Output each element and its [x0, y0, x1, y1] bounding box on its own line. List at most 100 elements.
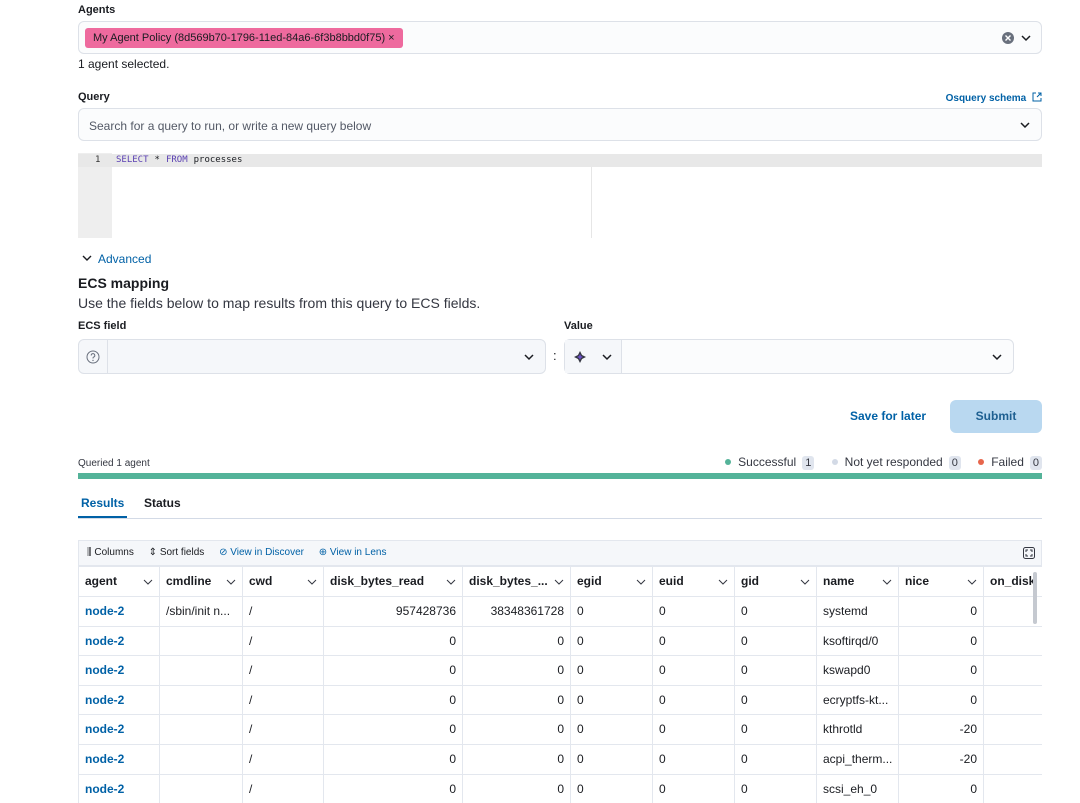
column-menu-icon[interactable]: [226, 577, 236, 587]
table-cell: /: [243, 627, 324, 657]
editor-divider: [591, 167, 592, 238]
agent-link[interactable]: node-2: [78, 597, 160, 627]
advanced-toggle[interactable]: Advanced: [82, 252, 151, 266]
ecs-description: Use the fields below to map results from…: [78, 295, 480, 311]
table-cell: [160, 745, 243, 775]
table-cell: 0: [899, 656, 984, 686]
query-combobox[interactable]: Search for a query to run, or write a ne…: [78, 108, 1042, 141]
table-cell: [984, 745, 1042, 775]
tab-results[interactable]: Results: [81, 496, 124, 510]
column-title: gid: [741, 574, 759, 588]
table-cell: 0: [899, 686, 984, 716]
table-cell: ecryptfs-kt...: [817, 686, 899, 716]
table-cell: 0: [324, 745, 463, 775]
advanced-text: Advanced: [98, 252, 151, 266]
agent-chip[interactable]: My Agent Policy (8d569b70-1796-11ed-84a6…: [85, 28, 403, 48]
fullscreen-icon[interactable]: [1023, 547, 1035, 559]
line-number: 1: [95, 155, 100, 165]
table-cell: 0: [653, 686, 735, 716]
status-item: Failed0: [978, 455, 1042, 469]
query-code[interactable]: SELECT*FROMprocesses: [116, 155, 248, 165]
table-cell: -20: [899, 745, 984, 775]
column-header[interactable]: disk_bytes_...: [463, 566, 571, 597]
column-title: euid: [659, 574, 684, 588]
query-label: Query: [78, 91, 110, 103]
table-cell: 0: [735, 715, 817, 745]
table-cell: 0: [324, 775, 463, 803]
table-cell: 0: [653, 775, 735, 803]
code-token: processes: [194, 155, 243, 165]
ecs-title: ECS mapping: [78, 275, 169, 291]
column-menu-icon[interactable]: [554, 577, 564, 587]
ecs-field-select[interactable]: [78, 339, 546, 374]
column-header[interactable]: cmdline: [160, 566, 243, 597]
agent-link[interactable]: node-2: [78, 775, 160, 803]
column-menu-icon[interactable]: [718, 577, 728, 587]
value-select[interactable]: [564, 339, 1014, 374]
column-menu-icon[interactable]: [800, 577, 810, 587]
table-cell: /: [243, 656, 324, 686]
column-header[interactable]: name: [817, 566, 899, 597]
table-cell: 0: [571, 745, 653, 775]
columns-button[interactable]: ⫼ Columns: [87, 547, 134, 558]
column-header[interactable]: cwd: [243, 566, 324, 597]
table-cell: 0: [463, 745, 571, 775]
chevron-icon: [991, 351, 1003, 363]
table-cell: 0: [571, 597, 653, 627]
discover-text: View in Discover: [230, 547, 304, 558]
column-header[interactable]: egid: [571, 566, 653, 597]
agent-link[interactable]: node-2: [78, 656, 160, 686]
code-keyword: FROM: [166, 155, 188, 165]
table-cell: 0: [653, 597, 735, 627]
lens-button[interactable]: ⊕ View in Lens: [319, 547, 387, 558]
table-cell: [160, 656, 243, 686]
column-title: on_disk: [990, 574, 1035, 588]
table-cell: /: [243, 775, 324, 803]
lens-text: View in Lens: [330, 547, 387, 558]
column-menu-icon[interactable]: [967, 577, 977, 587]
column-menu-icon[interactable]: [636, 577, 646, 587]
table-cell: 0: [899, 627, 984, 657]
table-cell: 38348361728: [463, 597, 571, 627]
table-cell: 0: [899, 775, 984, 803]
grid-toolbar: ⫼ Columns ⇕ Sort fields ⊘ View in Discov…: [78, 540, 1042, 566]
table-cell: [160, 627, 243, 657]
column-header[interactable]: agent: [78, 566, 160, 597]
table-cell: 0: [571, 656, 653, 686]
column-header[interactable]: gid: [735, 566, 817, 597]
osquery-schema-link[interactable]: Osquery schema: [946, 92, 1042, 104]
clear-and-expand-icons[interactable]: [1001, 31, 1035, 45]
column-menu-icon[interactable]: [307, 577, 317, 587]
column-header[interactable]: disk_bytes_read: [324, 566, 463, 597]
code-token: *: [155, 155, 160, 165]
table-cell: 0: [463, 715, 571, 745]
discover-button[interactable]: ⊘ View in Discover: [219, 547, 304, 558]
agent-link[interactable]: node-2: [78, 627, 160, 657]
column-header[interactable]: euid: [653, 566, 735, 597]
sort-button[interactable]: ⇕ Sort fields: [149, 547, 205, 558]
tab-status[interactable]: Status: [144, 496, 181, 510]
agent-link[interactable]: node-2: [78, 745, 160, 775]
agent-link[interactable]: node-2: [78, 715, 160, 745]
osquery-schema-text: Osquery schema: [946, 93, 1027, 104]
value-label: Value: [564, 320, 593, 332]
status-item: Successful1: [725, 455, 814, 469]
agent-link[interactable]: node-2: [78, 686, 160, 716]
table-cell: 0: [324, 656, 463, 686]
column-header[interactable]: nice: [899, 566, 984, 597]
table-cell: [984, 775, 1042, 803]
submit-button[interactable]: Submit: [950, 400, 1042, 433]
column-title: egid: [577, 574, 602, 588]
agent-chip-text: My Agent Policy (8d569b70-1796-11ed-84a6…: [93, 32, 385, 44]
column-menu-icon[interactable]: [446, 577, 456, 587]
agents-combobox[interactable]: My Agent Policy (8d569b70-1796-11ed-84a6…: [78, 21, 1042, 54]
column-menu-icon[interactable]: [882, 577, 892, 587]
table-cell: scsi_eh_0: [817, 775, 899, 803]
table-cell: 0: [571, 775, 653, 803]
table-cell: [160, 715, 243, 745]
save-button[interactable]: Save for later: [850, 409, 926, 423]
queried-text: Queried 1 agent: [78, 458, 150, 469]
column-menu-icon[interactable]: [143, 577, 153, 587]
table-cell: 0: [324, 715, 463, 745]
status-count: 0: [1030, 456, 1042, 470]
